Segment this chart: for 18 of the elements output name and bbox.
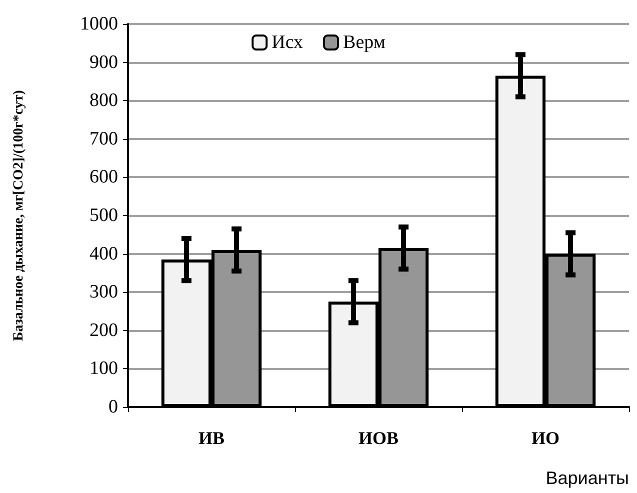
y-tick-label: 600 [90, 166, 118, 188]
x-tick-label: ИВ [198, 428, 225, 448]
y-tick-label: 400 [90, 243, 118, 264]
y-tick-label: 200 [90, 320, 118, 341]
legend-label: Верм [343, 32, 386, 53]
y-tick-label: 900 [90, 52, 118, 73]
x-axis-title: Варианты [546, 468, 629, 488]
y-tick-label: 500 [90, 205, 118, 226]
legend-label: Исх [272, 32, 304, 53]
y-axis-title: Базальное дыхание, мг[CO2]/(100г*сут) [12, 90, 26, 341]
y-tick-label: 700 [90, 128, 118, 150]
y-tick-label: 1000 [80, 14, 118, 34]
y-tick-label: 300 [90, 282, 118, 303]
x-tick-label: ИОВ [358, 428, 399, 448]
y-tick-label: 100 [90, 358, 118, 380]
y-tick-label: 800 [90, 90, 118, 112]
x-tick-label: ИО [531, 428, 560, 448]
y-tick-label: 0 [108, 396, 118, 418]
